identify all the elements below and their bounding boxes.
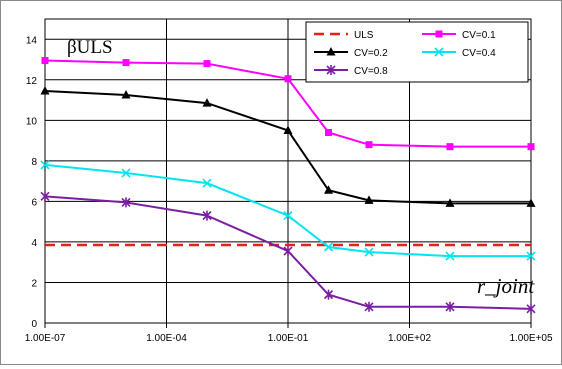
- x-tick-labels: 1.00E-07 1.00E-04 1.00E-01 1.00E+02 1.00E+05: [25, 333, 553, 344]
- series-cv-0-1: [41, 57, 535, 151]
- series-lines: [40, 57, 536, 314]
- triangle-marker: [526, 198, 536, 207]
- square-marker: [41, 57, 49, 65]
- legend-label: CV=0.2: [354, 48, 388, 59]
- star-marker: [202, 210, 212, 221]
- y-tick-labels: 0 2 4 6 8 10 12 14: [26, 35, 38, 330]
- triangle-marker: [326, 47, 336, 56]
- y-tick-label: 2: [31, 278, 37, 289]
- star-marker: [364, 301, 374, 312]
- x-tick-label: 1.00E+05: [509, 333, 553, 344]
- star-marker: [326, 65, 336, 75]
- series-cv-0-2: [40, 85, 536, 207]
- x-marker: [283, 211, 293, 221]
- star-marker: [323, 289, 334, 300]
- x-tick-label: 1.00E-04: [146, 333, 187, 344]
- series-line: [44, 163, 531, 258]
- x-marker: [526, 251, 536, 261]
- y-tick-label: 6: [31, 197, 37, 208]
- series-cv-0-8: [40, 191, 536, 314]
- legend-item: CV=0.8: [314, 65, 388, 77]
- x-marker: [434, 47, 444, 57]
- square-marker: [435, 30, 443, 38]
- legend-label: CV=0.4: [462, 48, 496, 59]
- star-marker: [445, 301, 455, 312]
- series-line: [44, 59, 531, 148]
- y-tick-label: 14: [26, 35, 38, 46]
- y-tick-label: 8: [31, 157, 37, 168]
- x-tick-label: 1.00E-01: [268, 333, 309, 344]
- gridlines: [44, 18, 532, 328]
- star-marker: [283, 246, 293, 257]
- x-marker: [202, 178, 212, 188]
- legend-label: ULS: [354, 30, 374, 41]
- y-tick-label: 4: [31, 238, 37, 249]
- square-marker: [365, 141, 373, 149]
- triangle-marker: [283, 125, 293, 134]
- x-marker: [121, 168, 131, 178]
- legend: ULS CV=0.1 CV=0.2 CV=0.4 CV=0.8: [305, 21, 529, 83]
- x-marker: [323, 242, 334, 252]
- x-tick-label: 1.00E+02: [388, 333, 432, 344]
- star-marker: [526, 303, 536, 314]
- plot-border: [44, 18, 532, 324]
- square-marker: [203, 60, 211, 68]
- y-tick-label: 0: [31, 319, 37, 330]
- square-marker: [122, 59, 130, 67]
- y-axis-label: βULS: [67, 37, 113, 58]
- series-cv-0-4: [40, 160, 536, 261]
- triangle-marker: [202, 98, 212, 107]
- square-marker: [325, 128, 332, 136]
- x-marker: [445, 251, 455, 261]
- x-marker: [364, 247, 374, 257]
- legend-label: CV=0.1: [462, 30, 496, 41]
- square-marker: [527, 143, 535, 151]
- star-marker: [40, 191, 50, 202]
- triangle-marker: [364, 195, 374, 204]
- series-line: [44, 89, 531, 205]
- legend-label: CV=0.8: [354, 66, 388, 77]
- legend-item: CV=0.2: [314, 47, 388, 59]
- square-marker: [446, 143, 454, 151]
- star-marker: [121, 197, 131, 208]
- legend-item: CV=0.1: [422, 30, 496, 41]
- series-line: [44, 195, 532, 310]
- square-marker: [284, 75, 292, 83]
- legend-item: ULS: [314, 30, 374, 41]
- y-tick-label: 12: [26, 76, 38, 87]
- triangle-marker: [445, 198, 455, 207]
- triangle-marker: [121, 90, 131, 99]
- y-tick-label: 10: [26, 116, 38, 127]
- triangle-marker: [324, 185, 333, 194]
- legend-item: CV=0.4: [422, 47, 496, 59]
- triangle-marker: [40, 85, 50, 95]
- x-marker: [40, 160, 50, 170]
- x-axis-label: r_joint: [477, 274, 535, 298]
- x-tick-label: 1.00E-07: [25, 333, 66, 344]
